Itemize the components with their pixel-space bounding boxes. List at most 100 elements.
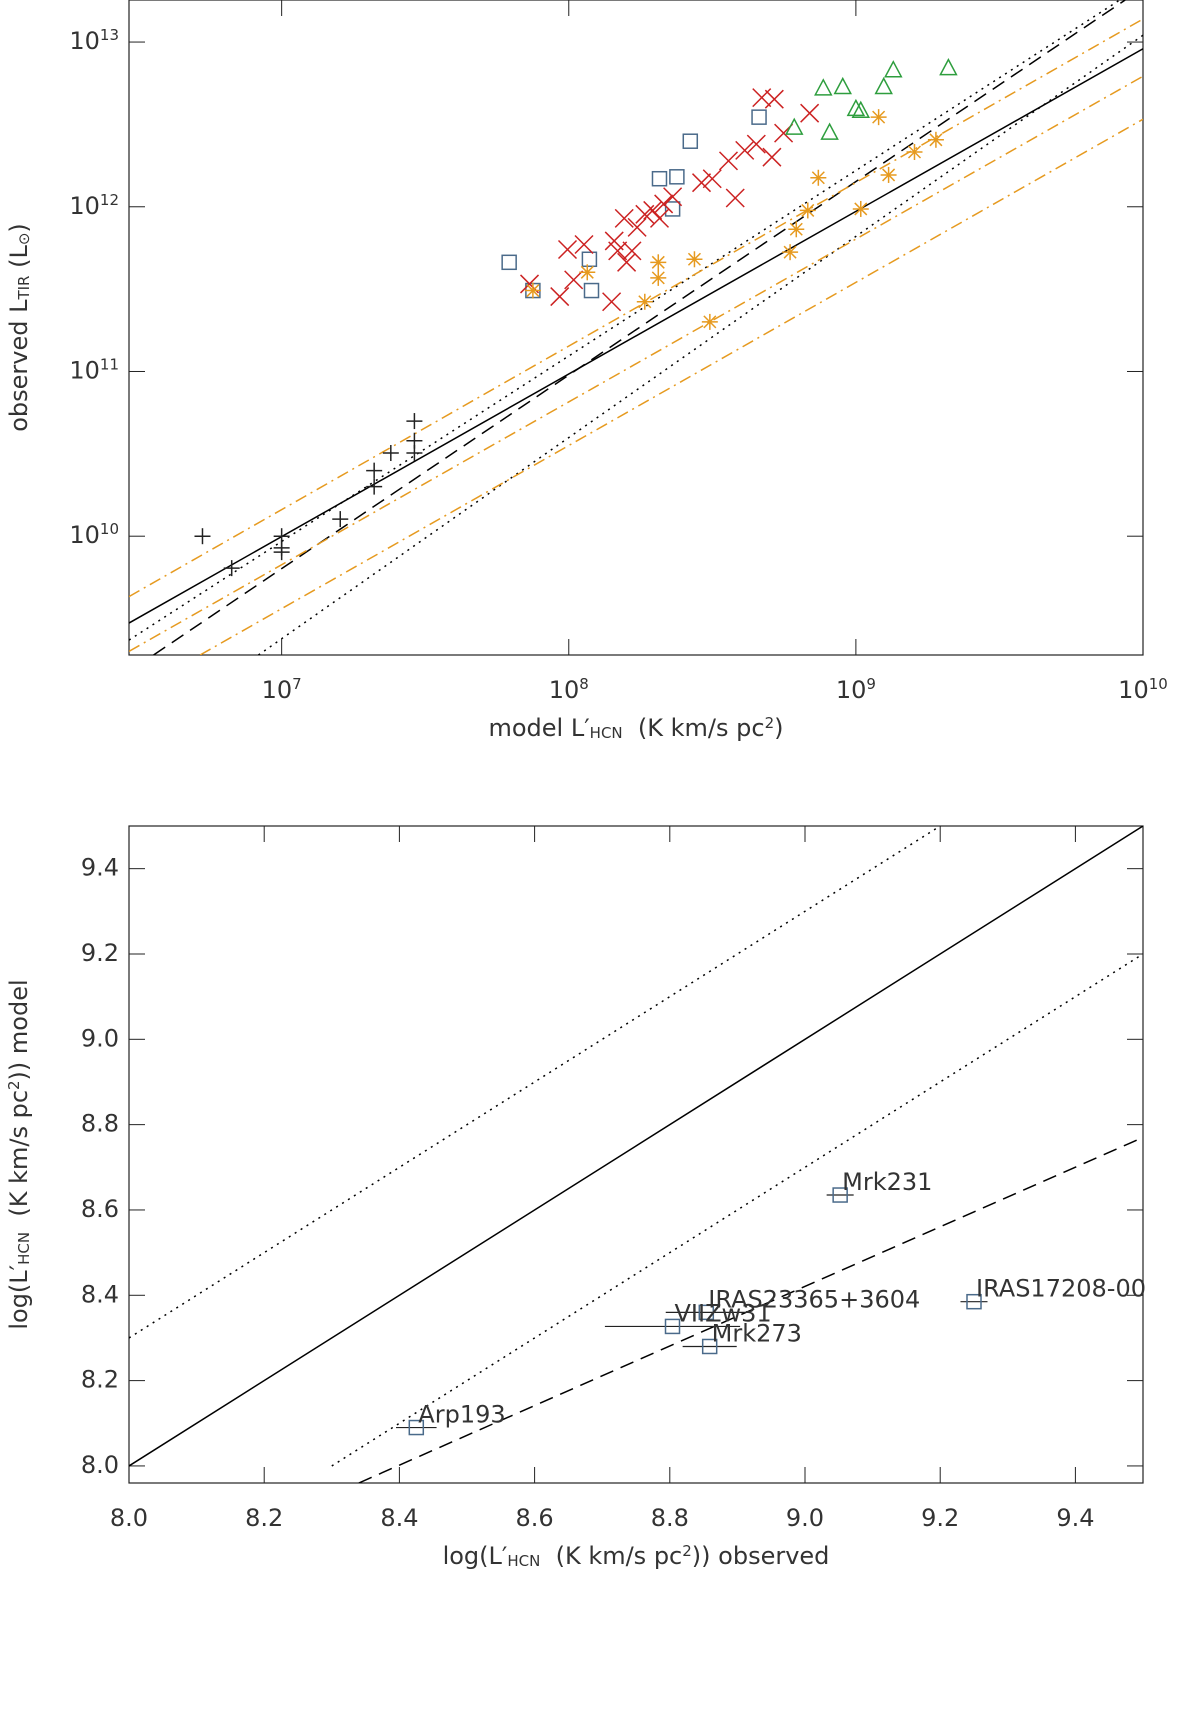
triangle bbox=[851, 100, 871, 119]
tick-label: 9.0 bbox=[786, 1504, 824, 1532]
reference-line bbox=[129, 826, 1143, 1467]
tick-label: 109 bbox=[836, 675, 876, 704]
marker bbox=[651, 170, 668, 187]
marker bbox=[718, 151, 739, 171]
label-part: )) observed bbox=[692, 1542, 830, 1570]
stroke bbox=[691, 173, 712, 193]
marker bbox=[682, 133, 699, 149]
stroke bbox=[580, 265, 594, 279]
triangle bbox=[814, 78, 833, 96]
marker bbox=[691, 173, 712, 193]
marker bbox=[608, 241, 628, 261]
marker bbox=[782, 244, 799, 261]
stroke bbox=[602, 292, 622, 312]
stroke bbox=[789, 222, 803, 236]
label-part: model L′ bbox=[488, 714, 589, 742]
marker bbox=[701, 1338, 718, 1355]
label-part: (K km/s pc bbox=[5, 1090, 33, 1232]
label-part: (K km/s pc bbox=[623, 714, 765, 742]
tick-base: 10 bbox=[836, 676, 867, 704]
label-part: HCN bbox=[15, 1232, 33, 1265]
stroke bbox=[702, 169, 722, 189]
marker bbox=[406, 444, 423, 461]
point-label: IRAS23365+3604 bbox=[708, 1285, 920, 1313]
marker bbox=[852, 200, 869, 217]
stroke bbox=[526, 284, 540, 298]
label-part: log(L′ bbox=[443, 1542, 508, 1570]
stroke bbox=[649, 208, 670, 228]
square bbox=[581, 251, 598, 268]
square bbox=[669, 169, 685, 185]
tick-exponent: 10 bbox=[1149, 675, 1168, 693]
tick-label: 8.0 bbox=[110, 1504, 148, 1532]
marker bbox=[650, 269, 667, 286]
marker bbox=[408, 1419, 425, 1436]
tick-label: 8.6 bbox=[516, 1504, 554, 1532]
tick-label: 8.4 bbox=[81, 1280, 119, 1308]
tick-label: 8.2 bbox=[81, 1366, 119, 1394]
label-part: log(L′ bbox=[5, 1265, 33, 1330]
label-part: TIR bbox=[15, 276, 33, 301]
marker bbox=[622, 241, 642, 261]
stroke bbox=[608, 241, 628, 261]
square bbox=[664, 1318, 681, 1335]
tick-label: 8.8 bbox=[81, 1110, 119, 1138]
y-axis-label: log(L′HCN (K km/s pc2)) model bbox=[5, 979, 34, 1329]
marker bbox=[602, 292, 622, 312]
label-part: (K km/s pc bbox=[540, 1542, 682, 1570]
reference-line bbox=[331, 953, 1143, 1467]
marker bbox=[406, 413, 423, 430]
stroke bbox=[801, 203, 815, 217]
label-part: (L bbox=[5, 245, 33, 276]
marker bbox=[874, 76, 893, 95]
tick-base: 10 bbox=[69, 27, 100, 55]
stroke bbox=[882, 168, 896, 182]
tick-exponent: 8 bbox=[579, 675, 589, 693]
marker bbox=[636, 293, 653, 310]
marker bbox=[664, 1318, 681, 1335]
marker bbox=[762, 147, 782, 167]
tick-label: 9.2 bbox=[81, 939, 119, 967]
tick-label: 1010 bbox=[1118, 675, 1168, 704]
marker bbox=[663, 187, 683, 207]
marker bbox=[501, 254, 517, 271]
stroke bbox=[735, 140, 755, 160]
stroke bbox=[907, 145, 922, 159]
stroke bbox=[746, 134, 766, 154]
marker bbox=[880, 166, 897, 183]
marker bbox=[846, 98, 866, 117]
stroke bbox=[622, 241, 642, 261]
tick-label: 1010 bbox=[69, 520, 119, 549]
stroke bbox=[651, 255, 665, 269]
tick-label: 8.8 bbox=[651, 1504, 689, 1532]
marker bbox=[223, 560, 240, 577]
tick-exponent: 7 bbox=[292, 675, 302, 693]
square bbox=[682, 133, 699, 149]
marker bbox=[851, 100, 871, 119]
tick-label: 9.4 bbox=[1056, 1504, 1094, 1532]
marker bbox=[725, 188, 745, 208]
marker bbox=[366, 462, 383, 479]
reference-line bbox=[358, 1136, 1143, 1483]
marker bbox=[583, 282, 600, 299]
plot-area bbox=[129, 0, 1143, 655]
marker bbox=[366, 478, 383, 495]
point-label: Mrk273 bbox=[712, 1319, 802, 1347]
stroke bbox=[627, 217, 647, 237]
marker bbox=[814, 78, 833, 96]
reference-line bbox=[129, 826, 941, 1339]
marker bbox=[524, 282, 541, 299]
label-part: ⊙ bbox=[15, 233, 33, 246]
marker bbox=[557, 240, 578, 260]
marker bbox=[884, 60, 903, 78]
tick-label: 8.4 bbox=[380, 1504, 418, 1532]
square bbox=[583, 282, 600, 299]
tick-base: 10 bbox=[262, 676, 293, 704]
tick-label: 1012 bbox=[69, 191, 119, 220]
stroke bbox=[687, 252, 701, 266]
marker bbox=[799, 202, 816, 219]
plot-area bbox=[129, 826, 1143, 1483]
tick-exponent: 13 bbox=[100, 26, 119, 44]
plot-frame bbox=[128, 0, 1144, 656]
